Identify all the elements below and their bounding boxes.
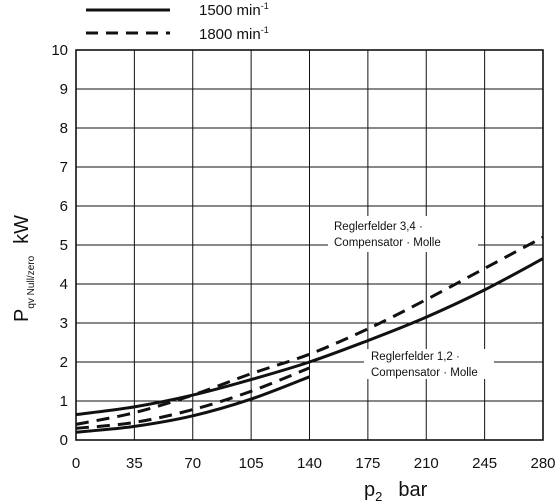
plot-frame — [75, 49, 544, 441]
series-line-dashed-1 — [75, 235, 544, 426]
y-axis-label-unit: kW — [11, 215, 33, 244]
y-tick-label: 6 — [60, 198, 68, 215]
y-axis-label-main: P — [11, 309, 33, 322]
curves — [75, 235, 544, 434]
y-axis-label-sub: qv Null/zero — [26, 255, 37, 308]
y-tick-labels: 0 1 2 3 4 5 6 7 8 9 10 — [51, 42, 68, 449]
legend-label-dashed: 1800 min-1 — [199, 25, 269, 43]
y-tick-label: 0 — [60, 432, 68, 449]
annotation-lower: Reglerfelder 1,2 · Compensator · Molle — [364, 349, 494, 379]
legend-sup-solid: -1 — [261, 1, 269, 11]
x-axis-label-sub: 2 — [375, 489, 382, 504]
series-line-dashed-3 — [75, 366, 311, 430]
legend-text-dashed: 1800 min — [199, 26, 261, 43]
x-tick-label: 210 — [414, 455, 439, 472]
x-tick-labels: 0 35 70 105 140 175 210 245 280 — [72, 455, 556, 472]
x-tick-label: 140 — [297, 455, 322, 472]
legend-sup-dashed: -1 — [261, 25, 269, 35]
x-axis-label-main: p — [364, 479, 375, 501]
annotation-upper-bg — [328, 216, 478, 252]
x-tick-label: 280 — [530, 455, 555, 472]
y-tick-label: 2 — [60, 354, 68, 371]
y-tick-label: 1 — [60, 393, 68, 410]
x-tick-label: 105 — [239, 455, 264, 472]
x-tick-label: 245 — [472, 455, 497, 472]
x-tick-label: 0 — [72, 455, 80, 472]
x-tick-label: 35 — [126, 455, 143, 472]
annotation-upper: Reglerfelder 3,4 · Compensator · Molle — [328, 216, 478, 252]
legend-label-solid: 1500 min-1 — [199, 1, 269, 19]
annotation-lower-line2: Compensator · Molle — [371, 367, 478, 379]
x-axis-label-unit: bar — [398, 479, 427, 501]
series-line-solid-2 — [75, 375, 311, 434]
annotation-upper-line1: Reglerfelder 3,4 · — [334, 221, 423, 233]
y-tick-label: 10 — [51, 42, 68, 59]
legend: 1500 min-1 1800 min-1 — [86, 1, 269, 43]
x-axis-label: p2 bar — [364, 479, 428, 504]
annotation-lower-bg — [364, 349, 494, 379]
y-tick-label: 5 — [60, 237, 68, 254]
y-tick-label: 4 — [60, 276, 68, 293]
x-tick-label: 70 — [184, 455, 201, 472]
y-tick-label: 7 — [60, 159, 68, 176]
y-tick-label: 9 — [60, 81, 68, 98]
y-tick-label: 8 — [60, 120, 68, 137]
y-tick-label: 3 — [60, 315, 68, 332]
y-axis-label: Pqv Null/zero kW — [11, 215, 37, 322]
x-tick-label: 175 — [355, 455, 380, 472]
series-line-solid-0 — [75, 257, 544, 417]
legend-text-solid: 1500 min — [199, 2, 261, 19]
annotation-lower-line1: Reglerfelder 1,2 · — [371, 351, 460, 363]
annotation-upper-line2: Compensator · Molle — [334, 237, 441, 249]
